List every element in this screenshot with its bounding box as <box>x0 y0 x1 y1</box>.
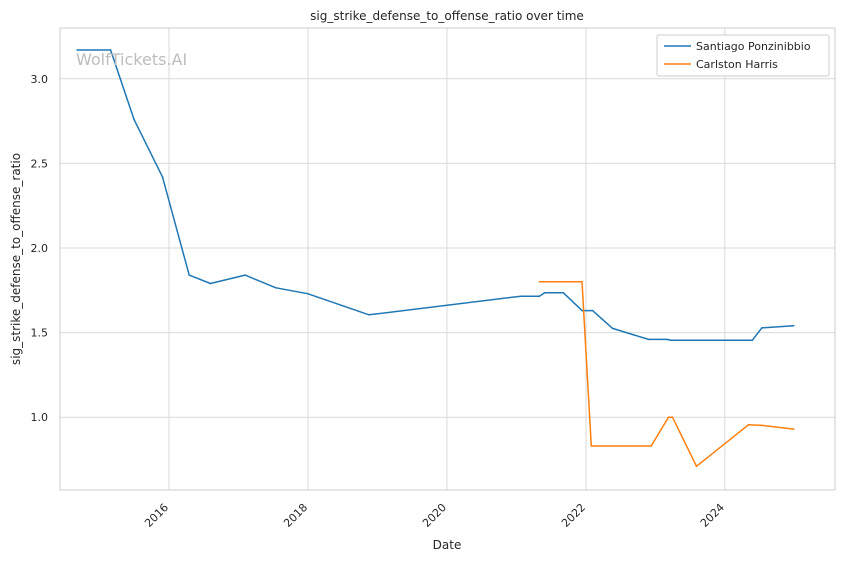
data-point-0 <box>751 339 754 342</box>
y-tick-label: 3.0 <box>31 73 49 86</box>
data-point-0 <box>109 49 112 51</box>
watermark: WolfTickets.AI <box>76 50 187 69</box>
y-tick-label: 2.5 <box>31 157 49 170</box>
x-tick-label: 2022 <box>559 501 588 530</box>
x-tick-label: 2024 <box>698 501 727 530</box>
data-point-0 <box>611 327 614 330</box>
x-tick-label: 2020 <box>420 501 449 530</box>
data-point-1 <box>581 281 583 283</box>
data-point-1 <box>747 424 750 426</box>
data-point-0 <box>647 338 650 341</box>
plot-frame <box>59 27 836 491</box>
y-axis-label: sig_strike_defense_to_offense_ratio <box>9 153 23 365</box>
data-point-1 <box>792 428 795 430</box>
data-point-0 <box>591 309 594 312</box>
y-tick-label: 2.0 <box>31 242 49 255</box>
series-line-0 <box>77 49 794 341</box>
series-group <box>76 49 795 468</box>
legend-label-ponzinibbio: Santiago Ponzinibbio <box>696 40 811 53</box>
data-point-0 <box>133 118 135 121</box>
data-point-1 <box>590 445 593 447</box>
data-point-1 <box>761 424 763 427</box>
data-point-0 <box>368 314 370 316</box>
data-point-0 <box>244 274 246 276</box>
legend-box <box>656 34 830 77</box>
data-point-0 <box>742 339 744 342</box>
y-tick-label: 1.5 <box>31 327 49 340</box>
data-point-0 <box>538 295 541 298</box>
x-axis-label: Date <box>433 538 462 552</box>
data-point-0 <box>792 325 795 327</box>
data-point-1 <box>538 281 541 283</box>
data-point-0 <box>161 176 164 178</box>
data-point-0 <box>670 339 672 342</box>
series-line-1 <box>539 281 794 468</box>
data-point-0 <box>275 287 277 289</box>
data-point-0 <box>543 292 546 294</box>
data-point-0 <box>209 282 212 285</box>
data-point-0 <box>520 295 522 298</box>
tick-labels: 2016 2018 2020 2022 2024 1.0 1.5 2.0 2.5 3.0 <box>31 73 727 530</box>
y-tick-label: 1.0 <box>31 411 49 424</box>
data-point-1 <box>650 445 652 447</box>
data-point-1 <box>695 465 698 468</box>
data-point-0 <box>76 49 78 51</box>
legend: Santiago Ponzinibbio Carlston Harris <box>656 34 830 77</box>
data-point-0 <box>306 292 309 295</box>
x-tick-label: 2016 <box>142 501 171 530</box>
data-point-0 <box>665 338 668 341</box>
data-point-0 <box>581 309 583 312</box>
legend-label-harris: Carlston Harris <box>696 58 778 71</box>
data-point-1 <box>671 416 674 419</box>
x-tick-label: 2018 <box>281 501 310 530</box>
data-point-0 <box>562 292 565 294</box>
chart-title: sig_strike_defense_to_offense_ratio over… <box>310 9 584 23</box>
data-point-0 <box>761 327 763 329</box>
data-point-1 <box>667 416 670 419</box>
grid <box>60 28 835 490</box>
data-point-0 <box>188 274 190 276</box>
